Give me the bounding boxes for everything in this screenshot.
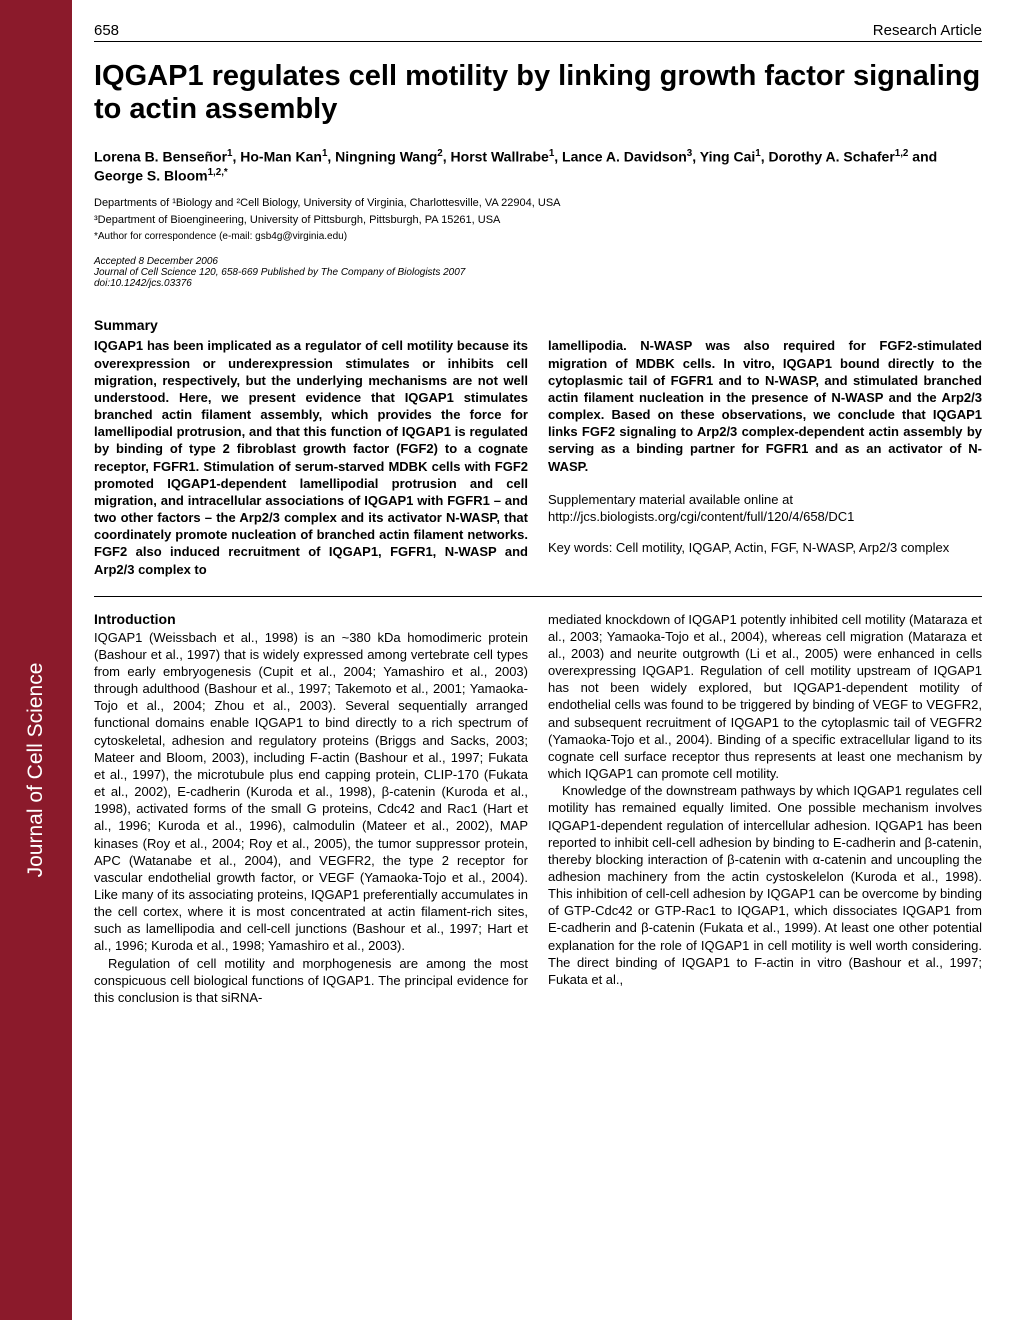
intro-right-p2: Knowledge of the downstream pathways by … [548, 782, 982, 988]
summary-heading: Summary [94, 317, 982, 333]
intro-right-p1: mediated knockdown of IQGAP1 potently in… [548, 611, 982, 783]
summary-right: lamellipodia. N-WASP was also required f… [548, 337, 982, 474]
summary-columns: IQGAP1 has been implicated as a regulato… [94, 337, 982, 577]
journal-sidebar: Journal of Cell Science [0, 0, 72, 1320]
introduction-heading: Introduction [94, 611, 528, 627]
journal-name-vertical: Journal of Cell Science [24, 663, 48, 878]
affiliation-2: ³Department of Bioengineering, Universit… [94, 213, 982, 228]
supplementary-url: http://jcs.biologists.org/cgi/content/fu… [548, 508, 982, 525]
affiliation-1: Departments of ¹Biology and ²Cell Biolog… [94, 196, 982, 211]
authors: Lorena B. Benseñor1, Ho-Man Kan1, Ningni… [94, 147, 982, 186]
doi: doi:10.1242/jcs.03376 [94, 278, 982, 289]
intro-left-p2: Regulation of cell motility and morphoge… [94, 955, 528, 1006]
intro-left-p1: IQGAP1 (Weissbach et al., 1998) is an ~3… [94, 629, 528, 955]
supplementary-label: Supplementary material available online … [548, 491, 982, 508]
accepted-date: Accepted 8 December 2006 [94, 256, 982, 267]
article-type: Research Article [873, 22, 982, 39]
section-divider [94, 596, 982, 597]
page-header: 658 Research Article [94, 0, 982, 42]
page-number: 658 [94, 22, 119, 39]
correspondence: *Author for correspondence (e-mail: gsb4… [94, 231, 982, 242]
introduction-columns: Introduction IQGAP1 (Weissbach et al., 1… [94, 611, 982, 1006]
keywords: Key words: Cell motility, IQGAP, Actin, … [548, 539, 982, 556]
summary-left: IQGAP1 has been implicated as a regulato… [94, 337, 528, 577]
journal-citation: Journal of Cell Science 120, 658-669 Pub… [94, 267, 982, 278]
article-content: 658 Research Article IQGAP1 regulates ce… [72, 0, 1020, 1320]
article-title: IQGAP1 regulates cell motility by linkin… [94, 60, 982, 127]
